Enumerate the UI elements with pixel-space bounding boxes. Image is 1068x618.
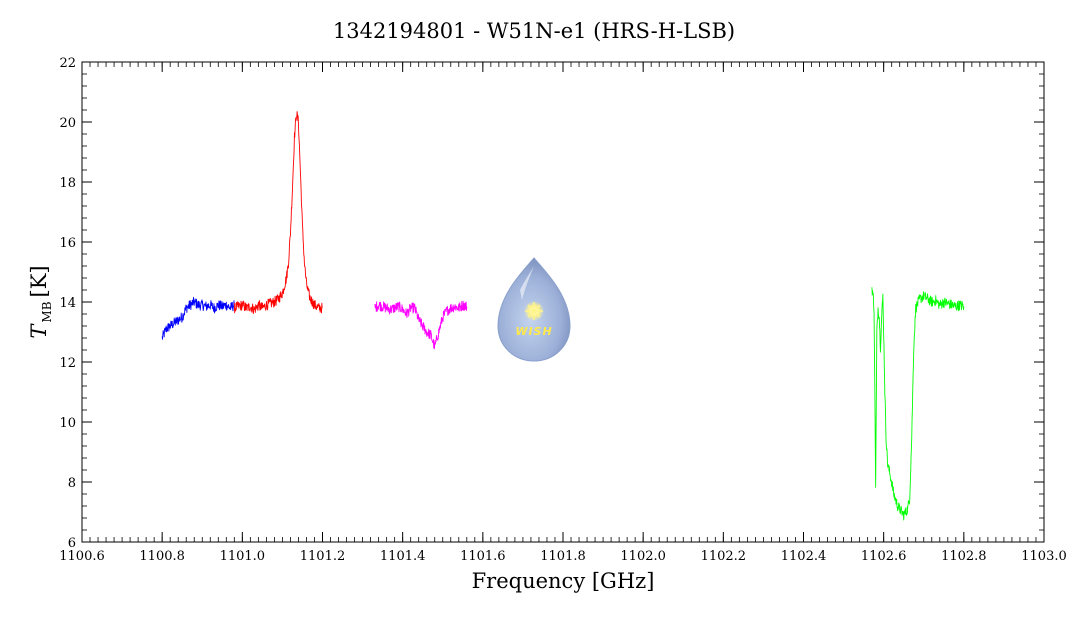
x-tick-label: 1100.6: [59, 549, 105, 564]
x-tick-label: 1101.8: [540, 549, 586, 564]
x-tick-label: 1102.0: [620, 549, 666, 564]
y-axis-label-main: T: [27, 323, 51, 339]
y-tick-label: 20: [59, 116, 76, 131]
series-line-4: [871, 286, 965, 521]
x-tick-label: 1101.2: [300, 549, 346, 564]
logo-text: WISH: [515, 325, 552, 338]
plot-frame: [81, 61, 1045, 543]
x-tick-label: 1101.0: [220, 549, 266, 564]
y-axis-label: TMB [K]: [27, 265, 54, 338]
y-axis-label-unit: [K]: [27, 265, 51, 297]
y-tick-label: 22: [59, 56, 76, 71]
y-tick-labels: 6 8 10 12 14 16 18 20 22: [59, 56, 76, 551]
series-line-3: [374, 300, 468, 350]
y-tick-label: 18: [59, 176, 76, 191]
y-axis-label-sub: MB: [40, 301, 54, 322]
x-tick-label: 1101.4: [380, 549, 426, 564]
x-tick-label: 1101.6: [460, 549, 506, 564]
axis-ticks: [81, 61, 1045, 543]
x-tick-label: 1102.8: [941, 549, 987, 564]
drop-highlight: [520, 266, 534, 300]
x-tick-labels: 1100.6 1100.8 1101.0 1101.2 1101.4 1101.6 1101…: [59, 549, 1067, 564]
x-tick-label: 1103.0: [1021, 549, 1067, 564]
y-tick-label: 12: [59, 356, 76, 371]
x-axis-label: Frequency [GHz]: [472, 569, 655, 593]
x-tick-label: 1102.6: [861, 549, 907, 564]
y-tick-label: 16: [59, 236, 76, 251]
star-rays: [525, 302, 543, 320]
x-tick-label: 1102.4: [781, 549, 827, 564]
x-tick-label: 1100.8: [139, 549, 185, 564]
series-line-2: [233, 111, 323, 315]
chart-title: 1342194801 - W51N-e1 (HRS-H-LSB): [333, 19, 735, 43]
svg-text:TMB[K]: TMB [K]: [27, 265, 54, 338]
y-tick-label: 8: [68, 476, 76, 491]
y-tick-label: 6: [68, 536, 76, 551]
x-tick-label: 1102.2: [701, 549, 747, 564]
wish-logo: WISH: [497, 257, 571, 362]
y-tick-label: 14: [59, 296, 76, 311]
y-tick-label: 10: [59, 416, 76, 431]
series-line-1: [161, 296, 235, 340]
series-group: [161, 111, 965, 521]
